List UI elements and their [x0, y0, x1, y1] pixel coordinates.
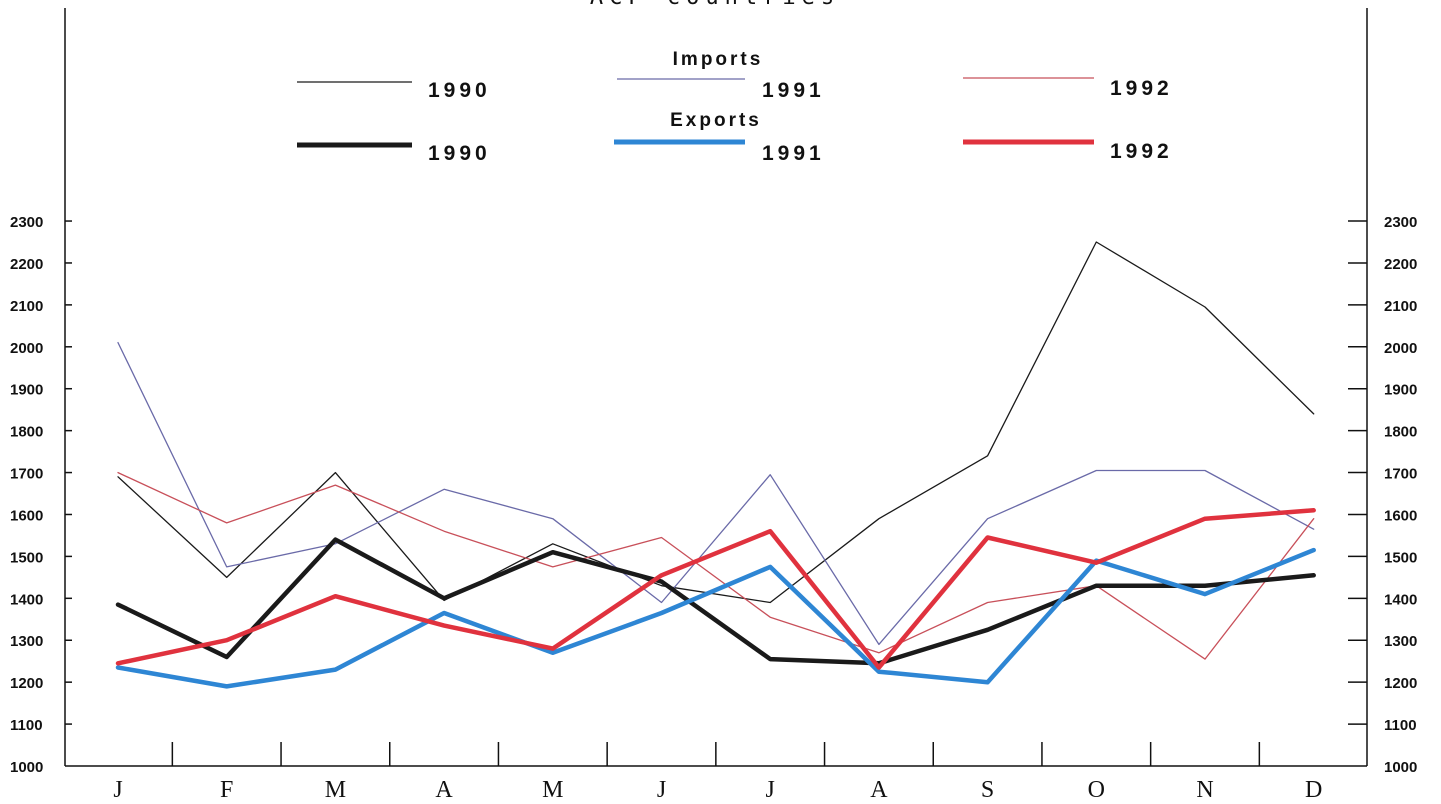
- y-tick-label-left: 1900: [10, 382, 43, 399]
- y-tick-label-left: 2100: [10, 298, 43, 315]
- legend-label-exports-1992: 1992: [1110, 140, 1173, 163]
- y-tick-label-left: 2300: [10, 214, 43, 231]
- x-tick-label: S: [981, 777, 994, 803]
- x-tick-label: M: [542, 777, 563, 803]
- y-tick-label-right: 2100: [1384, 298, 1417, 315]
- y-tick-label-right: 2000: [1384, 340, 1417, 357]
- y-tick-label-right: 2200: [1384, 256, 1417, 273]
- series-line-imports-1990: [117, 241, 1315, 604]
- legend-exports-heading: Exports: [670, 110, 762, 131]
- legend-label-exports-1991: 1991: [762, 142, 825, 165]
- y-tick-label-left: 1000: [10, 759, 43, 776]
- x-tick-label: N: [1196, 777, 1213, 803]
- y-tick-label-right: 1900: [1384, 382, 1417, 399]
- legend-label-imports-1990: 1990: [428, 79, 491, 102]
- y-tick-label-left: 1200: [10, 675, 43, 692]
- y-tick-label-right: 1700: [1384, 466, 1417, 483]
- y-tick-label-left: 1300: [10, 633, 43, 650]
- legend-label-imports-1992: 1992: [1110, 77, 1173, 100]
- legend-label-imports-1991: 1991: [762, 79, 825, 102]
- y-tick-label-right: 1000: [1384, 759, 1417, 776]
- x-tick-label: J: [113, 777, 122, 803]
- series-line-imports-1991: [117, 341, 1315, 646]
- y-tick-label-right: 1800: [1384, 424, 1417, 441]
- y-tick-label-right: 1500: [1384, 549, 1417, 566]
- legend-label-exports-1990: 1990: [428, 142, 491, 165]
- y-tick-label-right: 1400: [1384, 591, 1417, 608]
- series-line-exports-1990: [115, 537, 1316, 666]
- chart-title: ACP countries: [590, 0, 840, 10]
- y-tick-label-right: 1600: [1384, 507, 1417, 524]
- y-ticks-left: 1000 1100 1200 1300 1400 1500 1600 1700 1800 1900…: [10, 214, 72, 776]
- y-tick-label-right: 2300: [1384, 214, 1417, 231]
- legend-imports-heading: Imports: [673, 49, 764, 70]
- series-lines: [115, 241, 1316, 689]
- y-tick-label-left: 1600: [10, 507, 43, 524]
- y-tick-label-right: 1200: [1384, 675, 1417, 692]
- x-tick-label: A: [435, 777, 453, 803]
- legend: Imports Exports 1990 1991 1992 1990 1991…: [297, 49, 1173, 165]
- x-tick-label: M: [325, 777, 346, 803]
- y-tick-label-left: 1500: [10, 549, 43, 566]
- x-tick-label: D: [1305, 777, 1322, 803]
- x-tick-label: J: [657, 777, 666, 803]
- x-tick-label: O: [1088, 777, 1105, 803]
- y-tick-label-right: 1300: [1384, 633, 1417, 650]
- series-line-exports-1991: [115, 547, 1316, 689]
- y-tick-label-right: 1100: [1384, 717, 1417, 734]
- x-tick-label: J: [766, 777, 775, 803]
- y-tick-label-left: 1100: [10, 717, 43, 734]
- x-tick-label: F: [220, 777, 233, 803]
- x-tick-label: A: [870, 777, 888, 803]
- series-line-exports-1992: [115, 508, 1316, 670]
- y-tick-label-left: 1400: [10, 591, 43, 608]
- y-ticks-right: 1000 1100 1200 1300 1400 1500 1600 1700 1800 1900…: [1348, 214, 1417, 776]
- series-line-imports-1992: [117, 471, 1315, 660]
- y-tick-label-left: 2000: [10, 340, 43, 357]
- y-tick-label-left: 2200: [10, 256, 43, 273]
- y-tick-label-left: 1700: [10, 466, 43, 483]
- y-tick-label-left: 1800: [10, 424, 43, 441]
